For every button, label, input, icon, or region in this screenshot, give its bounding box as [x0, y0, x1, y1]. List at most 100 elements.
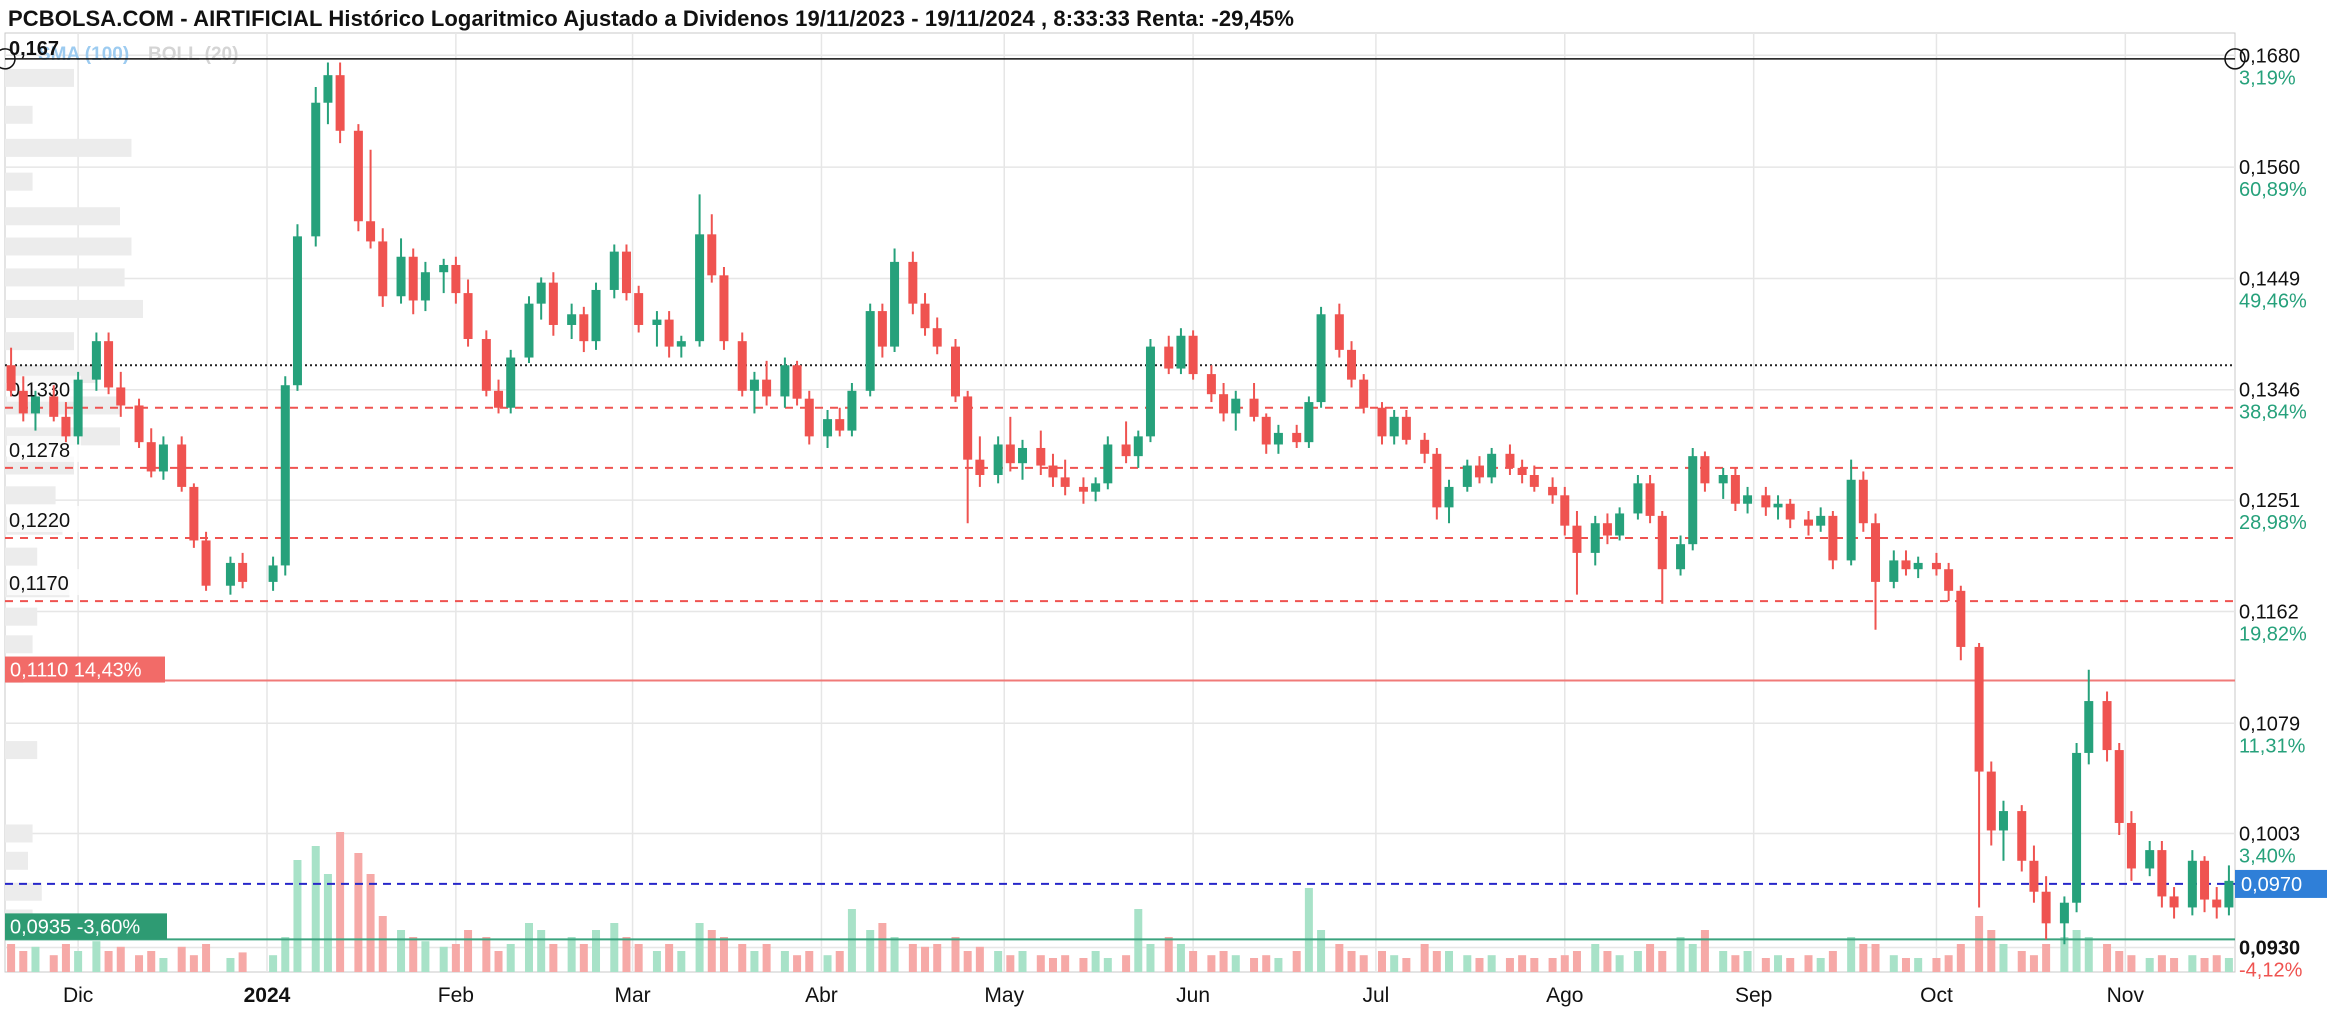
- candle[interactable]: [201, 531, 211, 591]
- candle[interactable]: [1858, 471, 1868, 532]
- candle[interactable]: [1176, 328, 1186, 375]
- candle[interactable]: [1347, 341, 1357, 388]
- candle[interactable]: [908, 251, 918, 315]
- candle[interactable]: [104, 332, 114, 395]
- candle[interactable]: [890, 248, 900, 353]
- candle[interactable]: [451, 256, 461, 304]
- candle[interactable]: [1036, 430, 1046, 476]
- candle[interactable]: [116, 371, 126, 417]
- candle[interactable]: [6, 347, 16, 397]
- candle[interactable]: [1078, 477, 1088, 504]
- candle[interactable]: [1219, 382, 1229, 422]
- candle[interactable]: [1401, 410, 1411, 445]
- crosshair-handle-right[interactable]: [2224, 48, 2246, 70]
- candle[interactable]: [664, 311, 674, 358]
- candle[interactable]: [1785, 498, 1795, 529]
- candle[interactable]: [920, 293, 930, 336]
- candle[interactable]: [1261, 413, 1271, 454]
- candle[interactable]: [1645, 475, 1655, 524]
- candle[interactable]: [993, 436, 1003, 484]
- candle[interactable]: [749, 371, 759, 414]
- candle[interactable]: [1998, 800, 2008, 861]
- indicator-legend[interactable]: SMA (100) BOLL (20): [38, 44, 238, 65]
- candle[interactable]: [2169, 887, 2179, 919]
- candle[interactable]: [695, 194, 705, 347]
- candle[interactable]: [1688, 447, 1698, 551]
- candle[interactable]: [762, 360, 772, 406]
- candle[interactable]: [1133, 430, 1143, 468]
- candle[interactable]: [1944, 562, 1954, 602]
- candle[interactable]: [1005, 416, 1015, 472]
- candle[interactable]: [1846, 459, 1856, 566]
- candle[interactable]: [91, 332, 101, 391]
- candle[interactable]: [189, 483, 199, 548]
- candle[interactable]: [1889, 550, 1899, 589]
- candle[interactable]: [353, 124, 363, 232]
- candle[interactable]: [1529, 465, 1539, 492]
- candle[interactable]: [932, 317, 942, 355]
- candle[interactable]: [378, 228, 388, 307]
- candle[interactable]: [1901, 550, 1911, 576]
- candle[interactable]: [1060, 459, 1070, 496]
- candle[interactable]: [1931, 552, 1941, 576]
- candle[interactable]: [2224, 865, 2234, 916]
- candle[interactable]: [1377, 402, 1387, 445]
- candle[interactable]: [1164, 335, 1174, 375]
- candle[interactable]: [18, 376, 28, 422]
- candle[interactable]: [1676, 535, 1686, 576]
- candle[interactable]: [2114, 742, 2124, 835]
- candle[interactable]: [1743, 486, 1753, 514]
- candle[interactable]: [335, 62, 345, 144]
- candle[interactable]: [1986, 761, 1996, 846]
- candle[interactable]: [2157, 841, 2167, 908]
- candle[interactable]: [1761, 486, 1771, 516]
- candle[interactable]: [804, 390, 814, 445]
- candle[interactable]: [1657, 511, 1667, 604]
- candle[interactable]: [1432, 447, 1442, 520]
- candle[interactable]: [524, 296, 534, 364]
- candle[interactable]: [1420, 432, 1430, 464]
- candle[interactable]: [420, 261, 430, 312]
- candle[interactable]: [1615, 507, 1625, 541]
- candle[interactable]: [268, 556, 278, 591]
- candle[interactable]: [1505, 444, 1515, 476]
- candle[interactable]: [506, 349, 516, 414]
- candle[interactable]: [1548, 477, 1558, 504]
- candle[interactable]: [1633, 475, 1643, 520]
- candle[interactable]: [707, 214, 717, 283]
- candle[interactable]: [1913, 556, 1923, 579]
- candle[interactable]: [780, 357, 790, 408]
- candle[interactable]: [1048, 453, 1058, 487]
- legend-boll[interactable]: BOLL (20): [148, 44, 238, 65]
- candle[interactable]: [1700, 451, 1710, 492]
- candle[interactable]: [567, 303, 577, 339]
- candle[interactable]: [1487, 447, 1497, 484]
- candle[interactable]: [2029, 845, 2039, 903]
- candle[interactable]: [73, 371, 83, 445]
- candle[interactable]: [963, 390, 973, 524]
- candle[interactable]: [1590, 515, 1600, 566]
- candle[interactable]: [1206, 365, 1216, 403]
- candle[interactable]: [1602, 513, 1612, 545]
- candle[interactable]: [1091, 477, 1101, 502]
- candle[interactable]: [950, 338, 960, 403]
- candle[interactable]: [1816, 507, 1826, 532]
- candle[interactable]: [463, 279, 473, 347]
- candle[interactable]: [579, 306, 589, 353]
- candle[interactable]: [311, 87, 321, 247]
- candle[interactable]: [158, 436, 168, 480]
- candle[interactable]: [1718, 467, 1728, 499]
- candle[interactable]: [847, 382, 857, 437]
- crosshair-handle-left[interactable]: [0, 48, 16, 70]
- candle[interactable]: [1231, 390, 1241, 431]
- candle[interactable]: [1359, 374, 1369, 414]
- candle[interactable]: [1145, 338, 1155, 443]
- candle[interactable]: [2059, 896, 2069, 945]
- candle[interactable]: [2145, 841, 2155, 877]
- candle[interactable]: [719, 267, 729, 350]
- candle[interactable]: [1956, 585, 1966, 661]
- candle[interactable]: [2041, 876, 2051, 940]
- candle[interactable]: [1462, 459, 1472, 492]
- candle[interactable]: [481, 330, 491, 397]
